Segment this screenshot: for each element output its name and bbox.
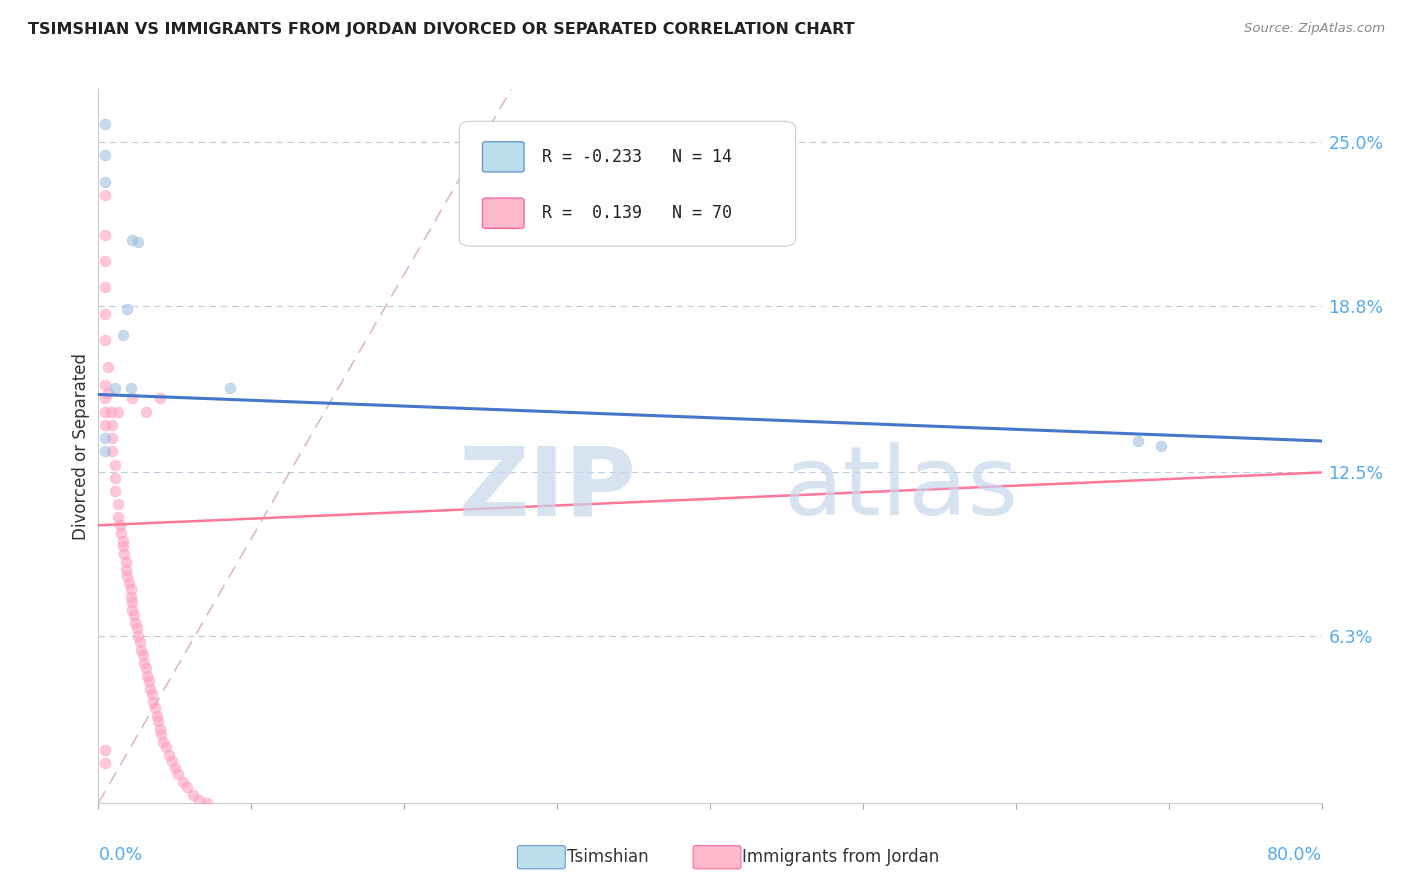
Point	[93, 307, 115, 321]
Point	[108, 518, 131, 533]
Text: atlas: atlas	[783, 442, 1018, 535]
Point	[93, 117, 115, 131]
Point	[104, 381, 127, 395]
Point	[110, 526, 132, 541]
Text: Tsimshian: Tsimshian	[567, 848, 648, 866]
Point	[93, 254, 115, 268]
Point	[101, 444, 124, 458]
Text: Immigrants from Jordan: Immigrants from Jordan	[742, 848, 939, 866]
Point	[163, 761, 186, 775]
Point	[176, 780, 198, 794]
Point	[120, 381, 142, 395]
Point	[188, 793, 211, 807]
Point	[104, 483, 127, 498]
Point	[107, 497, 129, 511]
Point	[93, 444, 115, 458]
Point	[93, 392, 115, 406]
Point	[104, 458, 127, 472]
Point	[149, 392, 172, 406]
Point	[111, 540, 134, 554]
Point	[93, 148, 115, 162]
Point	[1128, 434, 1150, 448]
Point	[167, 766, 190, 780]
Point	[121, 233, 143, 247]
Point	[155, 740, 177, 755]
Y-axis label: Divorced or Separated: Divorced or Separated	[72, 352, 90, 540]
Point	[117, 301, 139, 316]
Point	[160, 754, 183, 768]
Point	[107, 510, 129, 524]
Point	[115, 563, 138, 577]
Point	[111, 534, 134, 549]
Point	[93, 743, 115, 757]
Text: Source: ZipAtlas.com: Source: ZipAtlas.com	[1244, 22, 1385, 36]
Point	[93, 333, 115, 347]
Point	[142, 695, 165, 709]
Point	[195, 796, 218, 810]
Point	[152, 735, 174, 749]
Point	[135, 404, 157, 418]
Point	[115, 555, 138, 569]
Point	[121, 392, 143, 406]
Point	[141, 688, 163, 702]
Text: 0.0%: 0.0%	[98, 846, 142, 863]
Point	[172, 774, 194, 789]
Point	[93, 227, 115, 242]
Point	[135, 661, 157, 675]
Point	[101, 431, 124, 445]
Point	[121, 603, 143, 617]
Point	[128, 634, 150, 648]
Point	[111, 328, 134, 343]
Point	[134, 656, 156, 670]
Point	[150, 727, 173, 741]
Point	[97, 386, 120, 401]
Point	[181, 788, 204, 802]
Text: TSIMSHIAN VS IMMIGRANTS FROM JORDAN DIVORCED OR SEPARATED CORRELATION CHART: TSIMSHIAN VS IMMIGRANTS FROM JORDAN DIVO…	[28, 22, 855, 37]
Point	[127, 235, 149, 250]
FancyBboxPatch shape	[482, 142, 524, 172]
Point	[145, 708, 167, 723]
Point	[93, 188, 115, 202]
Point	[93, 431, 115, 445]
FancyBboxPatch shape	[460, 121, 796, 246]
Point	[157, 748, 180, 763]
Point	[124, 616, 146, 631]
Point	[139, 682, 162, 697]
Point	[127, 629, 149, 643]
Point	[136, 669, 159, 683]
Text: R = -0.233   N = 14: R = -0.233 N = 14	[543, 148, 733, 166]
Point	[112, 547, 135, 561]
Point	[125, 621, 148, 635]
Point	[1150, 439, 1173, 453]
Text: R =  0.139   N = 70: R = 0.139 N = 70	[543, 204, 733, 222]
Point	[93, 378, 115, 392]
Point	[104, 471, 127, 485]
Point	[118, 576, 141, 591]
Point	[101, 417, 124, 432]
Point	[117, 568, 139, 582]
Text: ZIP: ZIP	[458, 442, 637, 535]
FancyBboxPatch shape	[482, 198, 524, 228]
Point	[120, 582, 142, 596]
Point	[143, 700, 166, 714]
Point	[132, 648, 155, 662]
Point	[122, 608, 145, 623]
Point	[219, 381, 242, 395]
Point	[120, 590, 142, 604]
Point	[93, 175, 115, 189]
Point	[93, 756, 115, 771]
Point	[93, 280, 115, 294]
Point	[107, 404, 129, 418]
Point	[121, 595, 143, 609]
Point	[138, 674, 160, 689]
Point	[93, 404, 115, 418]
Point	[93, 417, 115, 432]
Point	[97, 359, 120, 374]
Point	[100, 404, 122, 418]
Text: 80.0%: 80.0%	[1267, 846, 1322, 863]
Point	[146, 714, 169, 728]
Point	[129, 642, 152, 657]
Point	[149, 722, 172, 736]
